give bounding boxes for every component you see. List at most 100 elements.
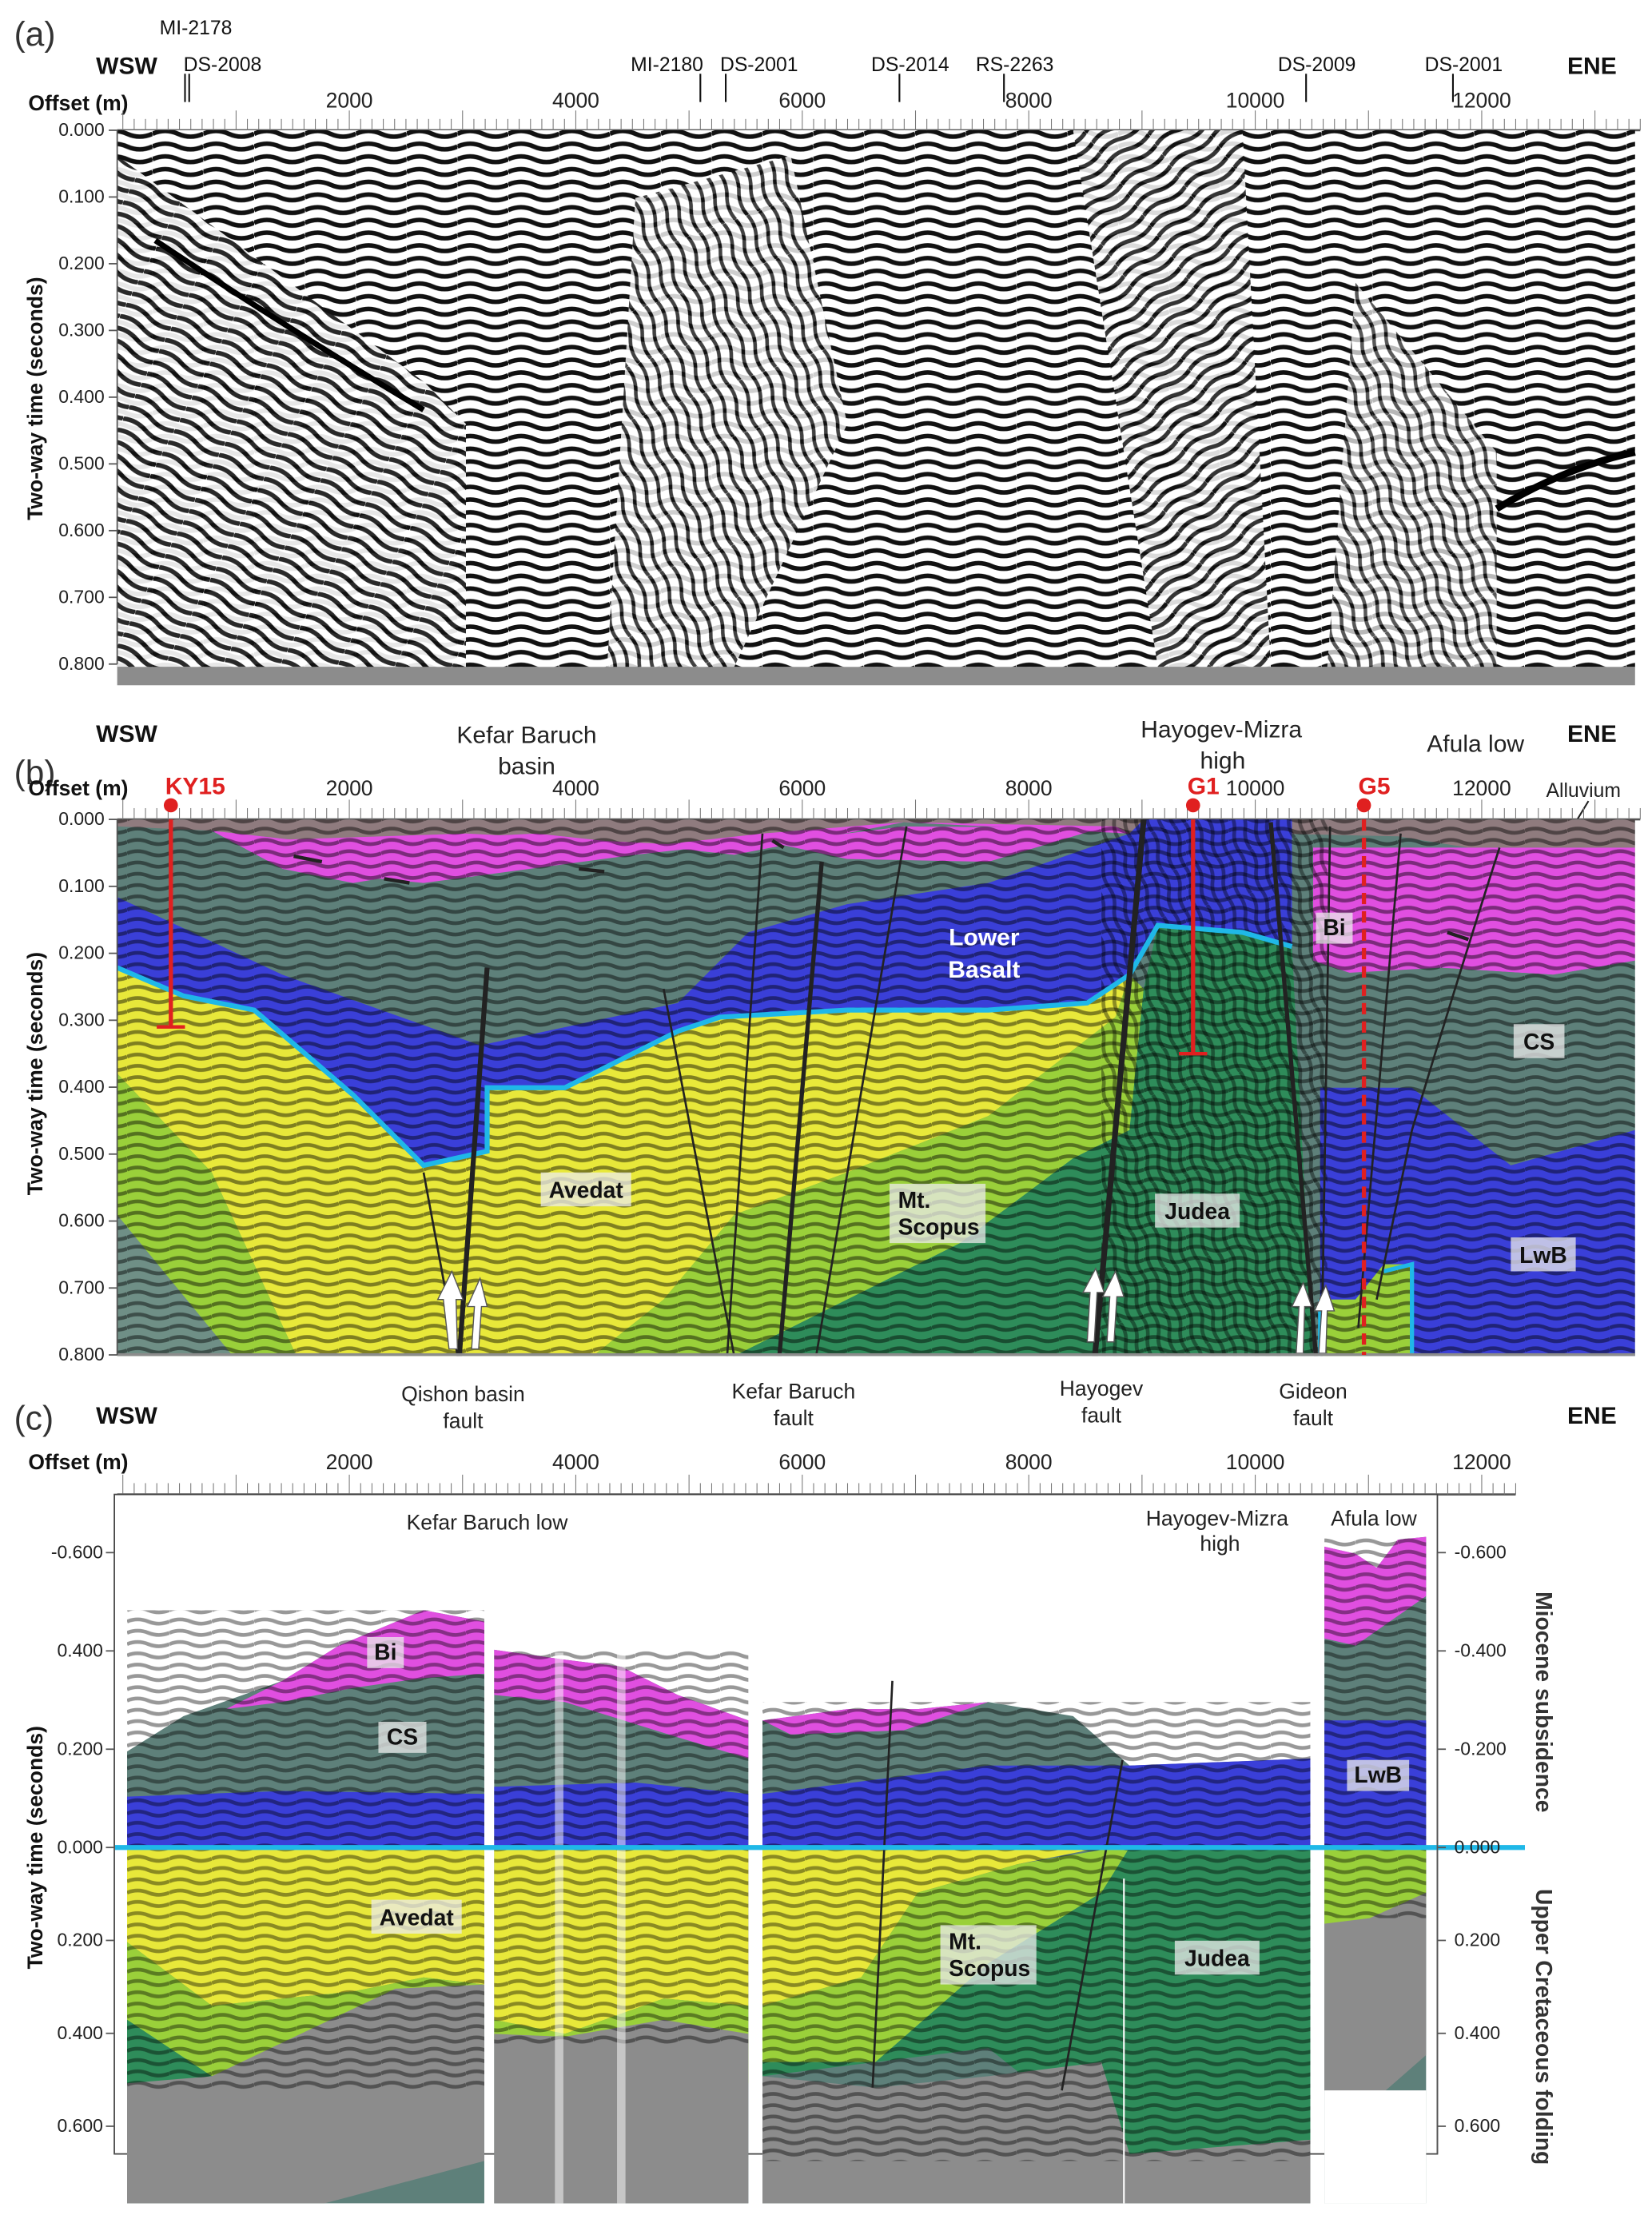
time-axis: 0.000 0.100 0.200 0.300 0.400 0.500 0.600 0.700… xyxy=(58,119,118,674)
well-label: DS-2008 xyxy=(184,54,262,76)
tick-label: 0.600 xyxy=(58,520,104,540)
tick-label: 12000 xyxy=(1452,1450,1511,1474)
offset-axis: 2000 4000 6000 8000 10000 12000 xyxy=(117,89,1641,132)
unit-mt-scopus-line1: Mt. xyxy=(898,1187,931,1213)
offset-axis: 2000 4000 6000 8000 10000 12000 xyxy=(117,776,1641,821)
fault-label-hayogev-line1: Hayogev xyxy=(1060,1376,1144,1400)
fault-label-qishon-line1: Qishon basin xyxy=(401,1382,525,1406)
tick-label: 0.500 xyxy=(58,1143,104,1164)
well-label: RS-2263 xyxy=(976,54,1054,76)
tick-label: 6000 xyxy=(778,1450,826,1474)
time-axis-label: Two-way time (seconds) xyxy=(23,1726,47,1969)
unit-lower-basalt-line1: Lower xyxy=(949,924,1020,950)
fault-label-qishon-line2: fault xyxy=(443,1409,484,1433)
tick-label: 0.400 xyxy=(1455,2022,1500,2043)
region-label-afula-low: Afula low xyxy=(1331,1506,1417,1530)
west-label: WSW xyxy=(96,1403,157,1429)
fault-label-kefar-baruch-line2: fault xyxy=(774,1406,814,1430)
unit-lwb: LwB xyxy=(1519,1242,1567,1268)
tick-label: 0.700 xyxy=(58,586,104,607)
borehole-marker xyxy=(1356,798,1371,813)
region-label-afula-low: Afula low xyxy=(1427,731,1524,757)
unit-judea: Judea xyxy=(1184,1946,1250,1971)
unit-mt-scopus-line2: Scopus xyxy=(949,1955,1030,1981)
fault-label-gideon-line1: Gideon xyxy=(1279,1379,1347,1403)
tick-label: 0.600 xyxy=(1455,2115,1500,2136)
unit-avedat: Avedat xyxy=(380,1904,455,1930)
panel-a-label: (a) xyxy=(14,15,56,53)
well-label: MI-2178 xyxy=(160,18,233,39)
tick-label: 2000 xyxy=(326,776,373,800)
unit-lwb: LwB xyxy=(1354,1762,1402,1787)
borehole-label: G1 xyxy=(1188,773,1220,799)
unit-mt-scopus-line2: Scopus xyxy=(898,1213,980,1239)
tick-label: 0.400 xyxy=(58,386,104,407)
unit-judea: Judea xyxy=(1164,1198,1230,1224)
tick-label: 4000 xyxy=(552,776,599,800)
fault-label-kefar-baruch-line1: Kefar Baruch xyxy=(732,1379,856,1403)
alluvium-label: Alluvium xyxy=(1547,780,1621,802)
borehole-label: G5 xyxy=(1359,773,1391,799)
east-label: ENE xyxy=(1567,721,1617,747)
offset-axis-label: Offset (m) xyxy=(28,776,128,800)
region-label-basin: basin xyxy=(498,754,555,780)
region-label-kefar-baruch-low: Kefar Baruch low xyxy=(407,1511,569,1535)
segment-2 xyxy=(494,1649,749,2204)
panel-b-label: (b) xyxy=(14,754,56,791)
tick-label: 0.500 xyxy=(58,452,104,473)
region-label-hayogev-mizra: Hayogev-Mizra xyxy=(1146,1506,1288,1530)
west-label: WSW xyxy=(96,721,157,747)
boreholes: KY15 G1 G5 xyxy=(157,773,1391,1356)
tick-label: 8000 xyxy=(1005,776,1053,800)
tick-label: 6000 xyxy=(778,89,826,113)
borehole-marker xyxy=(163,798,178,813)
right-axis-label-cretaceous: Upper Cretaceous folding xyxy=(1531,1889,1557,2165)
tick-label: 10000 xyxy=(1226,776,1285,800)
tick-label: 0.000 xyxy=(58,808,104,829)
tick-label: 2000 xyxy=(326,1450,373,1474)
tick-label: 0.800 xyxy=(58,1344,104,1364)
tick-label: 0.400 xyxy=(58,1076,104,1097)
tick-label: 0.200 xyxy=(58,253,104,273)
borehole-marker xyxy=(1185,798,1200,813)
well-label: DS-2009 xyxy=(1278,54,1356,76)
tick-label: 4000 xyxy=(552,1450,599,1474)
tick-label: 0.800 xyxy=(58,653,104,674)
region-label-high: high xyxy=(1200,1532,1240,1556)
tick-label: 0.200 xyxy=(58,1930,103,1950)
west-label: WSW xyxy=(96,53,157,79)
fault-motion-arrows xyxy=(436,1267,1336,1354)
tick-label: 0.400 xyxy=(58,1639,103,1660)
fault-label-hayogev-line2: fault xyxy=(1081,1403,1122,1427)
tick-label: 0.700 xyxy=(58,1277,104,1297)
tick-label: 0.000 xyxy=(58,119,104,140)
tick-label: 0.600 xyxy=(58,2115,103,2136)
unit-avedat: Avedat xyxy=(549,1177,624,1203)
region-label-hayogev-mizra: Hayogev-Mizra xyxy=(1140,717,1302,743)
tick-label: 12000 xyxy=(1452,89,1511,113)
tick-label: 0.100 xyxy=(58,875,104,896)
interpreted-section xyxy=(117,819,1635,1356)
unit-lower-basalt-line2: Basalt xyxy=(948,957,1020,983)
offset-axis-label: Offset (m) xyxy=(28,1450,128,1474)
tick-label: 0.100 xyxy=(58,186,104,207)
well-markers: MI-2178 DS-2008 MI-2180 DS-2001 DS-2014 RS-22… xyxy=(160,18,1503,102)
time-axis: -0.600 -0.600 0.400 -0.400 0.200 -0.200 0.000 0… xyxy=(51,1541,1507,2154)
tick-label: 0.200 xyxy=(58,1738,103,1759)
tick-label: 10000 xyxy=(1226,1450,1285,1474)
tick-label: -0.200 xyxy=(1455,1738,1507,1759)
region-label-high: high xyxy=(1200,748,1246,775)
right-axis-label-miocene: Miocene subsidence xyxy=(1531,1592,1557,1812)
segment-3 xyxy=(762,1680,1311,2204)
tick-label: 6000 xyxy=(778,776,826,800)
unit-bi: Bi xyxy=(1323,914,1345,940)
borehole-label: KY15 xyxy=(165,773,225,799)
tick-label: 4000 xyxy=(552,89,599,113)
unit-cs: CS xyxy=(387,1723,418,1749)
well-label: DS-2001 xyxy=(1425,54,1503,76)
segment-4 xyxy=(1324,1536,1427,2204)
tick-label: -0.600 xyxy=(1455,1541,1507,1562)
panel-c: (c) WSW ENE Offset (m) 2000 4000 6000 8000 1… xyxy=(14,1399,1617,2204)
time-axis: 0.000 0.100 0.200 0.300 0.400 0.500 0.600 0.700… xyxy=(58,808,118,1364)
